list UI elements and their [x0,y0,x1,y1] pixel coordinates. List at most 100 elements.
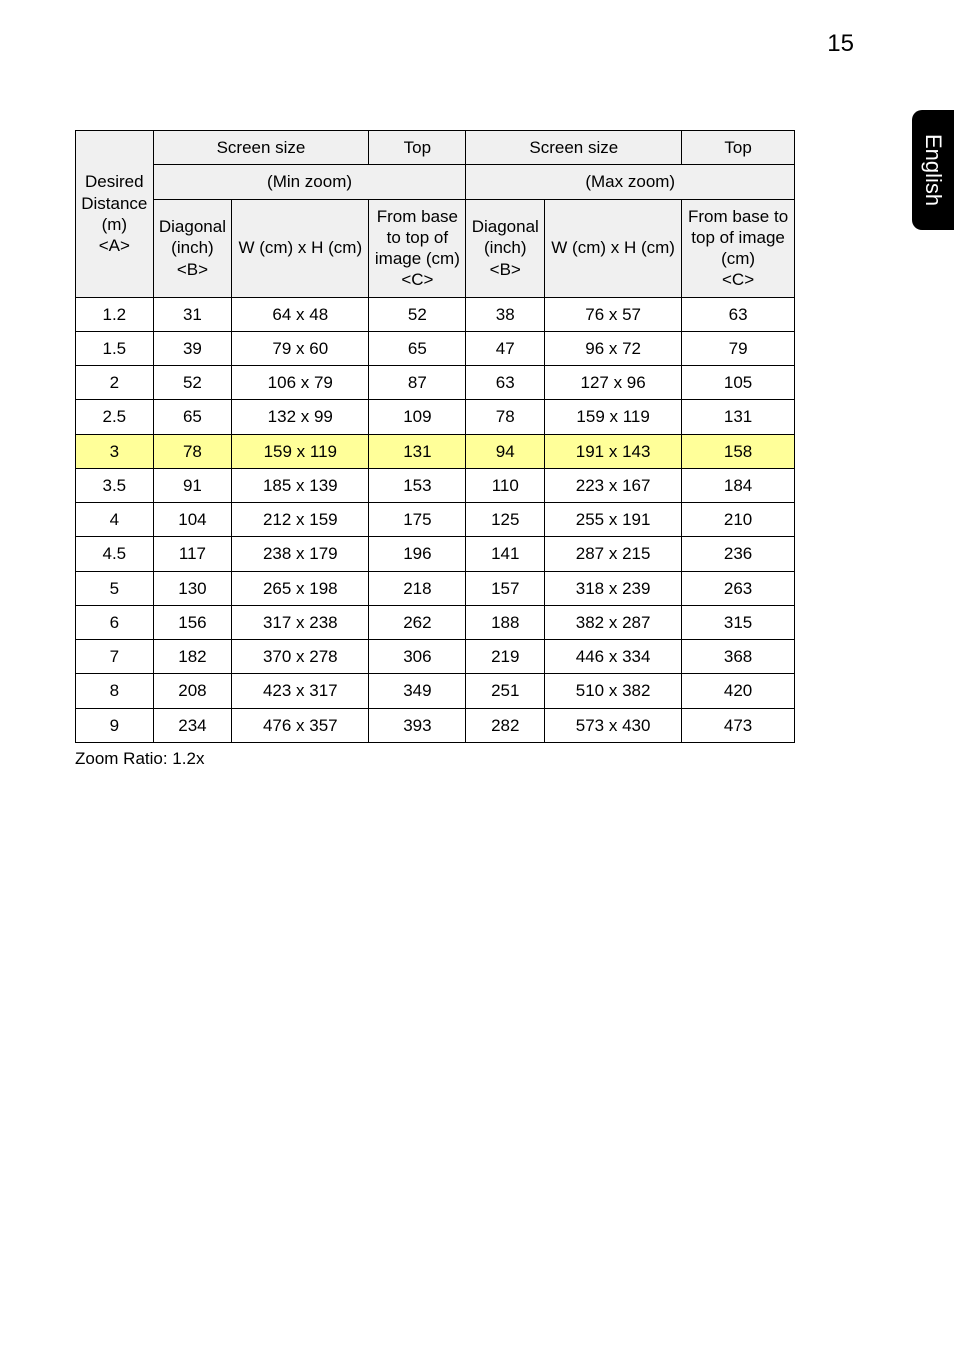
cell-min_wh: 79 x 60 [232,331,369,365]
cell-max_diag: 157 [466,571,545,605]
cell-min_diag: 65 [153,400,232,434]
cell-max_wh: 127 x 96 [545,366,682,400]
col-top-max: Top [682,131,795,165]
col-screen-size-min: Screen size [153,131,369,165]
cell-dist: 6 [76,605,154,639]
cell-min_diag: 91 [153,468,232,502]
cell-min_diag: 156 [153,605,232,639]
projection-table: Desired Distance (m) <A> Screen size Top… [75,130,795,743]
table-row: 6156317 x 238262188382 x 287315 [76,605,795,639]
cell-max_wh: 96 x 72 [545,331,682,365]
cell-max_wh: 76 x 57 [545,297,682,331]
cell-max_top: 263 [682,571,795,605]
cell-min_diag: 52 [153,366,232,400]
cell-max_wh: 573 x 430 [545,708,682,742]
cell-min_wh: 265 x 198 [232,571,369,605]
max-diag-header: Diagonal (inch) <B> [466,199,545,297]
table-row: 8208423 x 317349251510 x 382420 [76,674,795,708]
cell-min_top: 87 [369,366,466,400]
cell-max_top: 236 [682,537,795,571]
cell-min_diag: 31 [153,297,232,331]
cell-max_top: 315 [682,605,795,639]
cell-min_top: 131 [369,434,466,468]
table-row: 252106 x 798763127 x 96105 [76,366,795,400]
language-tab: English [912,110,954,230]
cell-max_diag: 188 [466,605,545,639]
cell-min_top: 196 [369,537,466,571]
cell-min_diag: 78 [153,434,232,468]
max-zoom-label: (Max zoom) [466,165,795,199]
cell-min_top: 109 [369,400,466,434]
cell-max_top: 158 [682,434,795,468]
cell-max_wh: 318 x 239 [545,571,682,605]
cell-min_diag: 234 [153,708,232,742]
cell-max_top: 184 [682,468,795,502]
cell-min_top: 393 [369,708,466,742]
table-row: 5130265 x 198218157318 x 239263 [76,571,795,605]
min-zoom-label: (Min zoom) [153,165,466,199]
cell-min_top: 218 [369,571,466,605]
cell-min_top: 306 [369,640,466,674]
cell-max_diag: 38 [466,297,545,331]
cell-max_diag: 125 [466,503,545,537]
cell-dist: 4.5 [76,537,154,571]
mt-l2: to top of [387,228,448,247]
max-wh-header: W (cm) x H (cm) [545,199,682,297]
cell-min_wh: 238 x 179 [232,537,369,571]
cell-dist: 2 [76,366,154,400]
zoom-ratio-footnote: Zoom Ratio: 1.2x [75,749,879,769]
cell-dist: 5 [76,571,154,605]
cell-min_diag: 117 [153,537,232,571]
page-number: 15 [827,30,854,58]
cell-min_top: 262 [369,605,466,639]
cell-dist: 3.5 [76,468,154,502]
cell-min_top: 175 [369,503,466,537]
col-screen-size-max: Screen size [466,131,682,165]
cell-max_wh: 159 x 119 [545,400,682,434]
cell-min_diag: 182 [153,640,232,674]
mt-l4: <C> [401,270,433,289]
cell-dist: 1.5 [76,331,154,365]
cell-min_wh: 212 x 159 [232,503,369,537]
cell-min_wh: 423 x 317 [232,674,369,708]
cell-max_diag: 63 [466,366,545,400]
diag2-l2: (inch) [484,238,527,257]
cell-dist: 7 [76,640,154,674]
cell-dist: 9 [76,708,154,742]
cell-max_wh: 382 x 287 [545,605,682,639]
table-row: 3.591185 x 139153110223 x 167184 [76,468,795,502]
cell-max_top: 79 [682,331,795,365]
xt-l3: (cm) [721,249,755,268]
mt-l1: From base [377,207,458,226]
cell-max_diag: 282 [466,708,545,742]
cell-min_wh: 64 x 48 [232,297,369,331]
cell-max_top: 210 [682,503,795,537]
cell-max_diag: 251 [466,674,545,708]
cell-min_wh: 317 x 238 [232,605,369,639]
cell-max_top: 63 [682,297,795,331]
cell-min_wh: 370 x 278 [232,640,369,674]
cell-min_diag: 39 [153,331,232,365]
cell-max_wh: 510 x 382 [545,674,682,708]
cell-min_diag: 130 [153,571,232,605]
desired-label-4: <A> [99,236,130,255]
cell-min_top: 349 [369,674,466,708]
cell-min_diag: 208 [153,674,232,708]
cell-max_diag: 110 [466,468,545,502]
cell-dist: 1.2 [76,297,154,331]
cell-min_wh: 185 x 139 [232,468,369,502]
table-row: 378159 x 11913194191 x 143158 [76,434,795,468]
table-row: 1.53979 x 60654796 x 7279 [76,331,795,365]
cell-max_top: 368 [682,640,795,674]
xt-l4: <C> [722,270,754,289]
desired-label-2: Distance [81,194,147,213]
min-diag-header: Diagonal (inch) <B> [153,199,232,297]
xt-l1: From base to [688,207,788,226]
cell-max_wh: 191 x 143 [545,434,682,468]
diag-l1: Diagonal [159,217,226,236]
cell-max_top: 131 [682,400,795,434]
xt-l2: top of image [691,228,785,247]
cell-dist: 2.5 [76,400,154,434]
cell-max_wh: 446 x 334 [545,640,682,674]
cell-max_wh: 287 x 215 [545,537,682,571]
